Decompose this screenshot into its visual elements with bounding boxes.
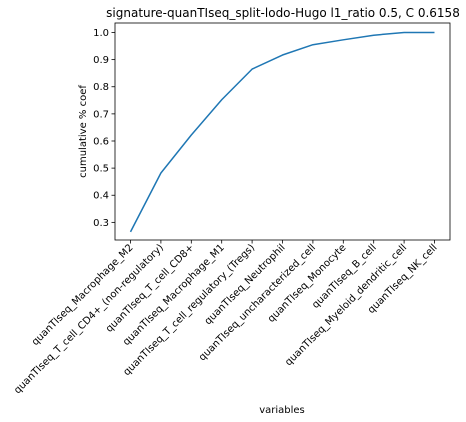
- y-axis-ticks: 0.3 0.4 0.5 0.6 0.7 0.8 0.9 1.0: [93, 28, 115, 229]
- y-tick-label: 0.7: [93, 109, 109, 120]
- y-tick-label: 0.6: [93, 136, 109, 147]
- y-tick-label: 1.0: [93, 28, 109, 39]
- y-tick-label: 0.5: [93, 164, 109, 175]
- y-axis-label: cumulative % coef: [78, 85, 89, 178]
- y-tick-label: 0.8: [93, 82, 109, 93]
- x-axis-ticks: quanTIseq_Macrophage_M2quanTIseq_T_cell_…: [12, 240, 440, 396]
- chart-title: signature-quanTIseq_split-lodo-Hugo l1_r…: [106, 6, 460, 20]
- y-tick-label: 0.3: [93, 218, 109, 229]
- series-line: [129, 31, 435, 233]
- y-tick-label: 0.9: [93, 55, 109, 66]
- y-tick-label: 0.4: [93, 191, 109, 202]
- plot-frame: [114, 22, 451, 241]
- x-axis-label: variables: [259, 405, 305, 416]
